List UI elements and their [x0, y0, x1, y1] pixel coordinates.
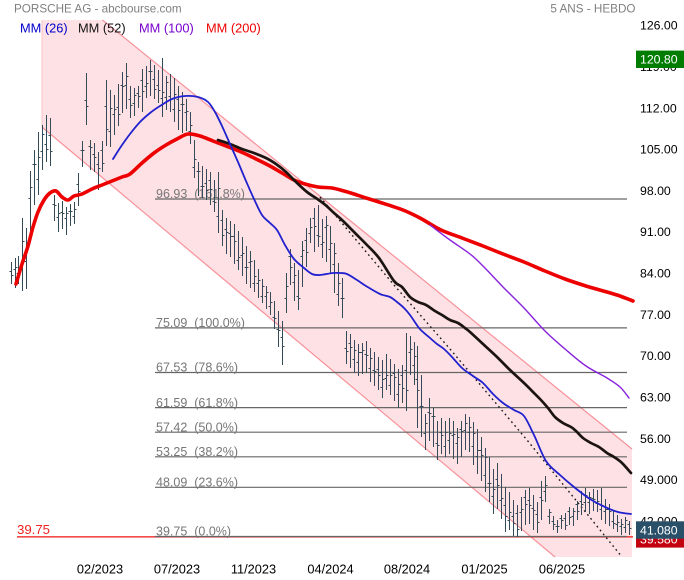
svg-text:41.080: 41.080 [640, 523, 678, 537]
svg-text:01/2025: 01/2025 [461, 562, 507, 577]
svg-text:96.93 (161.8%): 96.93 (161.8%) [156, 187, 245, 201]
svg-text:MM (200): MM (200) [206, 21, 261, 36]
svg-text:61.59 (61.8%): 61.59 (61.8%) [156, 396, 238, 410]
svg-text:11/2023: 11/2023 [231, 562, 276, 577]
svg-text:39.75 (0.0%): 39.75 (0.0%) [156, 525, 231, 539]
svg-text:MM (100): MM (100) [139, 21, 194, 36]
svg-text:56.00: 56.00 [640, 432, 671, 446]
svg-text:07/2023: 07/2023 [154, 562, 200, 577]
svg-text:5 ANS - HEBDO: 5 ANS - HEBDO [550, 3, 635, 16]
svg-text:PORSCHE AG - abcbourse.com: PORSCHE AG - abcbourse.com [14, 3, 182, 16]
svg-text:84.00: 84.00 [640, 267, 671, 281]
svg-text:39.75: 39.75 [17, 522, 50, 537]
svg-text:53.25 (38.2%): 53.25 (38.2%) [156, 445, 238, 459]
svg-text:MM (26): MM (26) [20, 21, 68, 36]
svg-text:91.00: 91.00 [640, 225, 671, 239]
svg-text:48.09 (23.6%): 48.09 (23.6%) [156, 476, 238, 490]
svg-text:75.09 (100.0%): 75.09 (100.0%) [156, 316, 245, 330]
svg-text:08/2024: 08/2024 [384, 562, 430, 577]
svg-text:77.00: 77.00 [640, 308, 671, 322]
svg-text:63.00: 63.00 [640, 391, 671, 405]
svg-text:02/2023: 02/2023 [77, 562, 123, 577]
svg-text:112.00: 112.00 [640, 101, 677, 115]
svg-text:70.00: 70.00 [640, 349, 671, 363]
svg-text:49.000: 49.000 [640, 473, 678, 487]
svg-text:105.00: 105.00 [640, 143, 678, 157]
svg-text:120.80: 120.80 [640, 53, 678, 67]
svg-text:126.00: 126.00 [640, 19, 678, 33]
svg-text:04/2024: 04/2024 [307, 562, 353, 577]
svg-text:57.42 (50.0%): 57.42 (50.0%) [156, 420, 238, 434]
svg-text:67.53 (78.6%): 67.53 (78.6%) [156, 361, 238, 375]
svg-text:06/2025: 06/2025 [539, 562, 585, 577]
svg-text:MM (52): MM (52) [78, 21, 126, 36]
svg-text:98.00: 98.00 [640, 184, 671, 198]
